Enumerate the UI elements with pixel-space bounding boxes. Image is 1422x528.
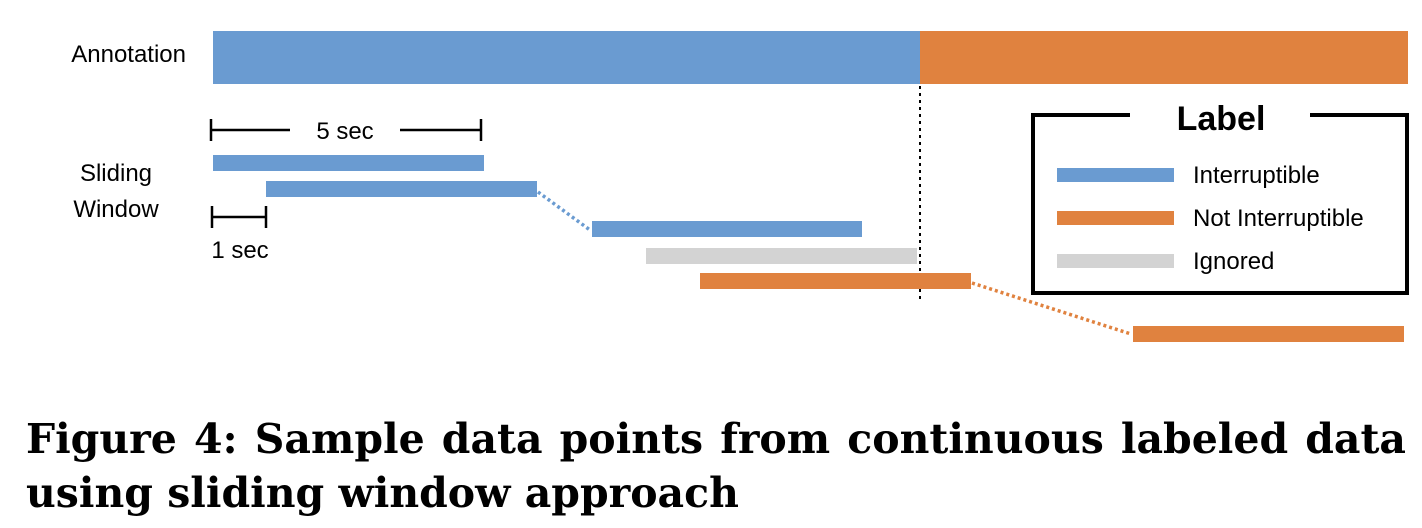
window-interruptible-1 [213, 155, 484, 171]
legend-swatch-ignored [1057, 254, 1174, 268]
step-label: 1 sec [211, 237, 268, 264]
sliding-window-label-line1: Sliding [80, 160, 152, 187]
window-not-interruptible-2 [1133, 326, 1404, 342]
annotation-row-label: Annotation [71, 41, 186, 68]
continuation-dots-blue [536, 190, 592, 232]
legend-swatch-interruptible [1057, 168, 1174, 182]
step-bracket [210, 206, 268, 228]
legend-title: Label [1177, 100, 1266, 138]
legend-label-not-interruptible: Not Interruptible [1193, 205, 1364, 232]
annotation-bar-interruptible [213, 31, 920, 84]
legend-swatch-not-interruptible [1057, 211, 1174, 225]
legend: Label Interruptible Not Interruptible Ig… [1031, 100, 1409, 295]
continuation-dots-orange [971, 281, 1132, 336]
legend-label-interruptible: Interruptible [1193, 162, 1320, 189]
window-interruptible-3 [592, 221, 862, 237]
legend-label-ignored: Ignored [1193, 248, 1274, 275]
window-not-interruptible-1 [700, 273, 971, 289]
window-length-label: 5 sec [316, 118, 373, 145]
figure-caption: Figure 4: Sample data points from contin… [26, 415, 1406, 517]
sliding-window-label-line2: Window [73, 196, 159, 223]
annotation-bar-not-interruptible [920, 31, 1408, 84]
window-interruptible-2 [266, 181, 537, 197]
window-length-bracket [209, 119, 483, 141]
window-ignored [646, 248, 917, 264]
sliding-window-diagram: Annotation Sliding Window 5 sec 1 sec La… [71, 31, 1409, 342]
legend-frame [1031, 113, 1409, 295]
